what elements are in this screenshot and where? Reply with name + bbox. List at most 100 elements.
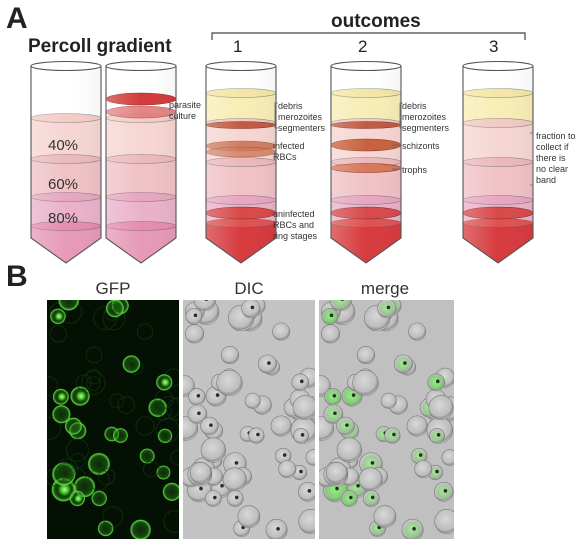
label-brackets (274, 102, 534, 186)
merge-parasite (333, 411, 337, 416)
merge-cell (426, 417, 453, 444)
dic-cell (186, 476, 213, 503)
dic-parasite (300, 433, 305, 437)
dic-micrograph (183, 300, 315, 539)
merge-parasite (435, 379, 440, 384)
dic-parasite (220, 483, 224, 488)
merge-cell (341, 490, 358, 507)
merge-parasite (377, 525, 381, 530)
gfp-bright-spot (160, 377, 170, 387)
dic-cell (200, 416, 219, 436)
dic-parasite (199, 471, 204, 475)
merge-gfp-overlay (325, 463, 347, 485)
merge-cell (401, 518, 424, 539)
dic-cell (220, 345, 240, 365)
dic-cell (265, 518, 288, 539)
gfp-cell (70, 386, 91, 407)
dic-cell (283, 397, 304, 418)
gfp-dim-cell (47, 376, 58, 396)
gfp-dim-cell (127, 359, 144, 375)
gfp-dim-cell (65, 438, 89, 462)
gfp-dim-cell (85, 346, 103, 364)
merge-cell (340, 467, 359, 486)
merge-cell (427, 373, 446, 392)
gfp-cell (68, 421, 87, 440)
dic-cell (291, 464, 308, 481)
dic-parasite (282, 453, 287, 457)
dic-parasite (196, 393, 201, 398)
gfp-cell (52, 388, 70, 406)
merge-cell (369, 519, 387, 537)
dic-cell (226, 490, 244, 507)
gfp-dim-cell (93, 305, 118, 331)
dic-cell (187, 461, 213, 487)
dic-parasite (267, 361, 271, 365)
merge-cell (441, 449, 454, 466)
gfp-bright-spot (73, 494, 83, 503)
label-schizonts: schizonts (402, 141, 440, 151)
merge-parasite (443, 489, 448, 493)
merge-cell (429, 428, 445, 444)
gfp-micrograph (47, 300, 179, 539)
outcomes-header: outcomes (331, 11, 421, 32)
dic-cell (239, 426, 256, 443)
merge-cell (399, 358, 417, 376)
merge-parasite (332, 393, 337, 398)
merge-gfp-overlay (412, 449, 426, 463)
gfp-cell (157, 428, 173, 444)
merge-gfp-overlay (378, 300, 395, 317)
merge-gfp-overlay (342, 423, 358, 439)
merge-cell (336, 437, 362, 463)
merge-parasite (418, 453, 423, 457)
dic-cell (290, 417, 315, 444)
gfp-dim-cell (97, 467, 116, 486)
merge-parasite (335, 486, 339, 491)
gfp-dim-cell (136, 323, 154, 340)
bracket-debris-2 (399, 102, 403, 129)
merge-cell (340, 421, 359, 441)
dic-cell (183, 467, 202, 488)
gfp-bright-spot (57, 392, 67, 402)
merge-micrograph (319, 300, 454, 539)
dic-cell (241, 300, 261, 319)
gfp-cell (104, 426, 120, 442)
merge-gfp-overlay (324, 388, 342, 406)
merge-cell (321, 307, 339, 325)
dic-parasite (234, 495, 239, 500)
gfp-dim-cell (49, 324, 68, 343)
merge-gfp-overlay (435, 483, 452, 500)
dic-parasite (250, 305, 255, 310)
merge-gfp-overlay (395, 356, 412, 372)
gfp-cell (49, 308, 67, 325)
merge-cell (341, 385, 363, 407)
merge-cell (327, 457, 351, 481)
image-title-merge: merge (360, 279, 410, 298)
gfp-dim-cell (47, 467, 65, 487)
gfp-dim-cell (155, 418, 179, 443)
merge-cell (329, 300, 356, 325)
dic-cell (205, 385, 227, 407)
panel-b-letter: B (6, 260, 28, 293)
dic-cell (237, 306, 263, 332)
merge-parasite (403, 361, 407, 365)
merge-cell (319, 375, 331, 397)
gfp-cell (51, 462, 76, 487)
gfp-dim-cell (54, 463, 75, 483)
merge-cell (358, 467, 383, 492)
gfp-dim-cell (170, 449, 179, 466)
merge-parasite (392, 432, 396, 437)
merge-parasite (349, 495, 353, 500)
merge-parasite (412, 527, 416, 531)
dic-cell (193, 300, 220, 325)
label-debris-outcome-1: debris merozoites segmenters (278, 101, 326, 133)
merge-cell (362, 490, 380, 507)
dic-cell (290, 403, 309, 422)
merge-parasite (345, 423, 349, 427)
gfp-cell (73, 475, 96, 498)
gradient-label-80: 80% (48, 210, 79, 227)
merge-parasite (356, 483, 360, 488)
dic-cell (298, 509, 315, 534)
merge-cell (325, 462, 348, 484)
merge-cell (347, 373, 365, 392)
merge-cell (373, 505, 397, 528)
